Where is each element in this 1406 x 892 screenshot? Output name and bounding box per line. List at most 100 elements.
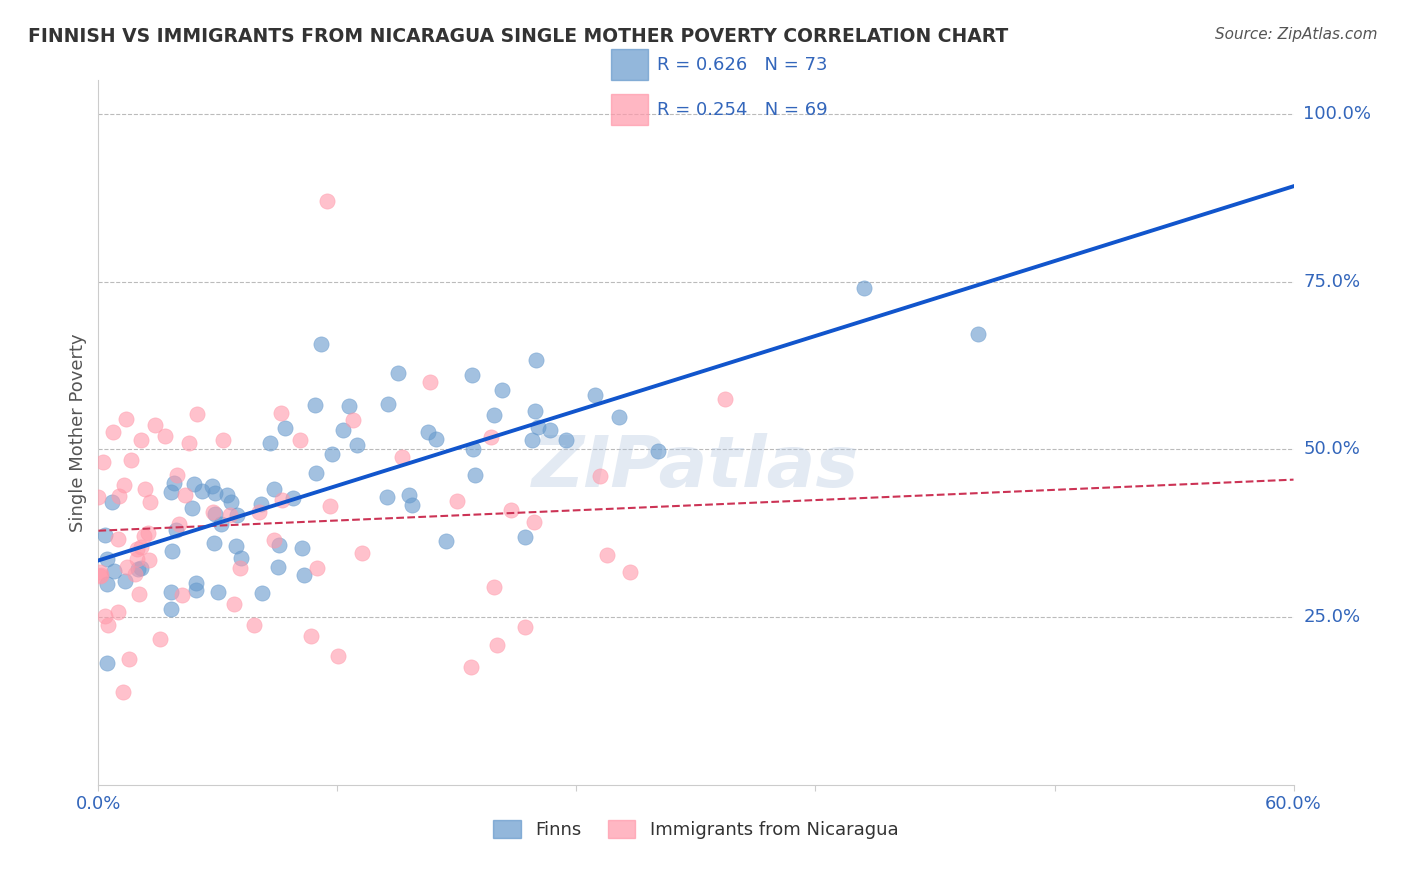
Point	[326, 648, 349, 663]
Point	[136, 525, 159, 540]
Point	[96, 551, 118, 566]
Point	[143, 418, 166, 433]
Point	[527, 420, 550, 434]
Point	[108, 489, 131, 503]
Point	[247, 505, 270, 519]
Point	[107, 605, 129, 619]
Point	[112, 477, 135, 491]
Point	[124, 567, 146, 582]
Point	[94, 528, 117, 542]
Point	[482, 408, 505, 422]
Text: FINNISH VS IMMIGRANTS FROM NICARAGUA SINGLE MOTHER POVERTY CORRELATION CHART: FINNISH VS IMMIGRANTS FROM NICARAGUA SIN…	[28, 27, 1008, 45]
Point	[129, 433, 152, 447]
Point	[315, 194, 337, 208]
Point	[166, 467, 188, 482]
Point	[225, 539, 247, 553]
Point	[283, 491, 305, 505]
Point	[434, 534, 457, 549]
Point	[204, 485, 226, 500]
Point	[215, 488, 238, 502]
Point	[391, 450, 413, 464]
Point	[596, 548, 619, 562]
Point	[160, 585, 183, 599]
Point	[131, 561, 153, 575]
Point	[93, 608, 115, 623]
Point	[231, 550, 253, 565]
Point	[219, 495, 242, 509]
Point	[115, 560, 138, 574]
Point	[138, 552, 160, 566]
Point	[319, 500, 342, 514]
Point	[291, 541, 314, 555]
Point	[167, 517, 190, 532]
Point	[163, 476, 186, 491]
Point	[201, 505, 224, 519]
Point	[461, 368, 484, 382]
Point	[619, 565, 641, 579]
Point	[523, 404, 546, 418]
Point	[524, 352, 547, 367]
Point	[523, 515, 546, 529]
Text: 100.0%: 100.0%	[1303, 105, 1371, 123]
Point	[209, 517, 232, 532]
Point	[89, 569, 111, 583]
Point	[219, 508, 242, 522]
Point	[401, 499, 423, 513]
Point	[425, 432, 447, 446]
Point	[270, 406, 292, 420]
Point	[89, 565, 111, 579]
Point	[583, 388, 606, 402]
Text: 75.0%: 75.0%	[1303, 273, 1361, 291]
Point	[290, 433, 312, 447]
Text: 50.0%: 50.0%	[1303, 441, 1361, 458]
Point	[97, 618, 120, 632]
Point	[90, 567, 112, 582]
Point	[259, 436, 281, 450]
Text: ZIPatlas: ZIPatlas	[533, 434, 859, 502]
Point	[321, 447, 343, 461]
Point	[446, 493, 468, 508]
Text: Source: ZipAtlas.com: Source: ZipAtlas.com	[1215, 27, 1378, 42]
Point	[460, 659, 482, 673]
Point	[120, 452, 142, 467]
Point	[243, 617, 266, 632]
Point	[103, 564, 125, 578]
Point	[201, 479, 224, 493]
Point	[589, 469, 612, 483]
Point	[118, 651, 141, 665]
Point	[346, 438, 368, 452]
Point	[139, 494, 162, 508]
Point	[419, 376, 441, 390]
Point	[101, 425, 124, 439]
Point	[149, 632, 172, 646]
Point	[375, 491, 398, 505]
Point	[250, 585, 273, 599]
Point	[159, 484, 181, 499]
Point	[607, 409, 630, 424]
Point	[263, 482, 285, 496]
Legend: Finns, Immigrants from Nicaragua: Finns, Immigrants from Nicaragua	[486, 813, 905, 847]
Point	[101, 495, 124, 509]
Point	[274, 420, 297, 434]
Point	[263, 533, 285, 547]
Point	[226, 508, 249, 522]
Point	[499, 503, 522, 517]
Point	[134, 482, 156, 496]
Point	[299, 629, 322, 643]
Point	[128, 587, 150, 601]
Point	[183, 477, 205, 491]
Point	[207, 584, 229, 599]
Point	[115, 412, 138, 426]
Point	[184, 575, 207, 590]
Point	[267, 560, 290, 574]
Point	[485, 638, 508, 652]
Point	[387, 367, 409, 381]
Point	[191, 483, 214, 498]
Point	[520, 434, 543, 448]
Point	[211, 433, 233, 447]
Point	[463, 442, 485, 456]
Y-axis label: Single Mother Poverty: Single Mother Poverty	[69, 334, 87, 532]
Point	[96, 577, 118, 591]
FancyBboxPatch shape	[610, 49, 648, 80]
Point	[484, 581, 506, 595]
